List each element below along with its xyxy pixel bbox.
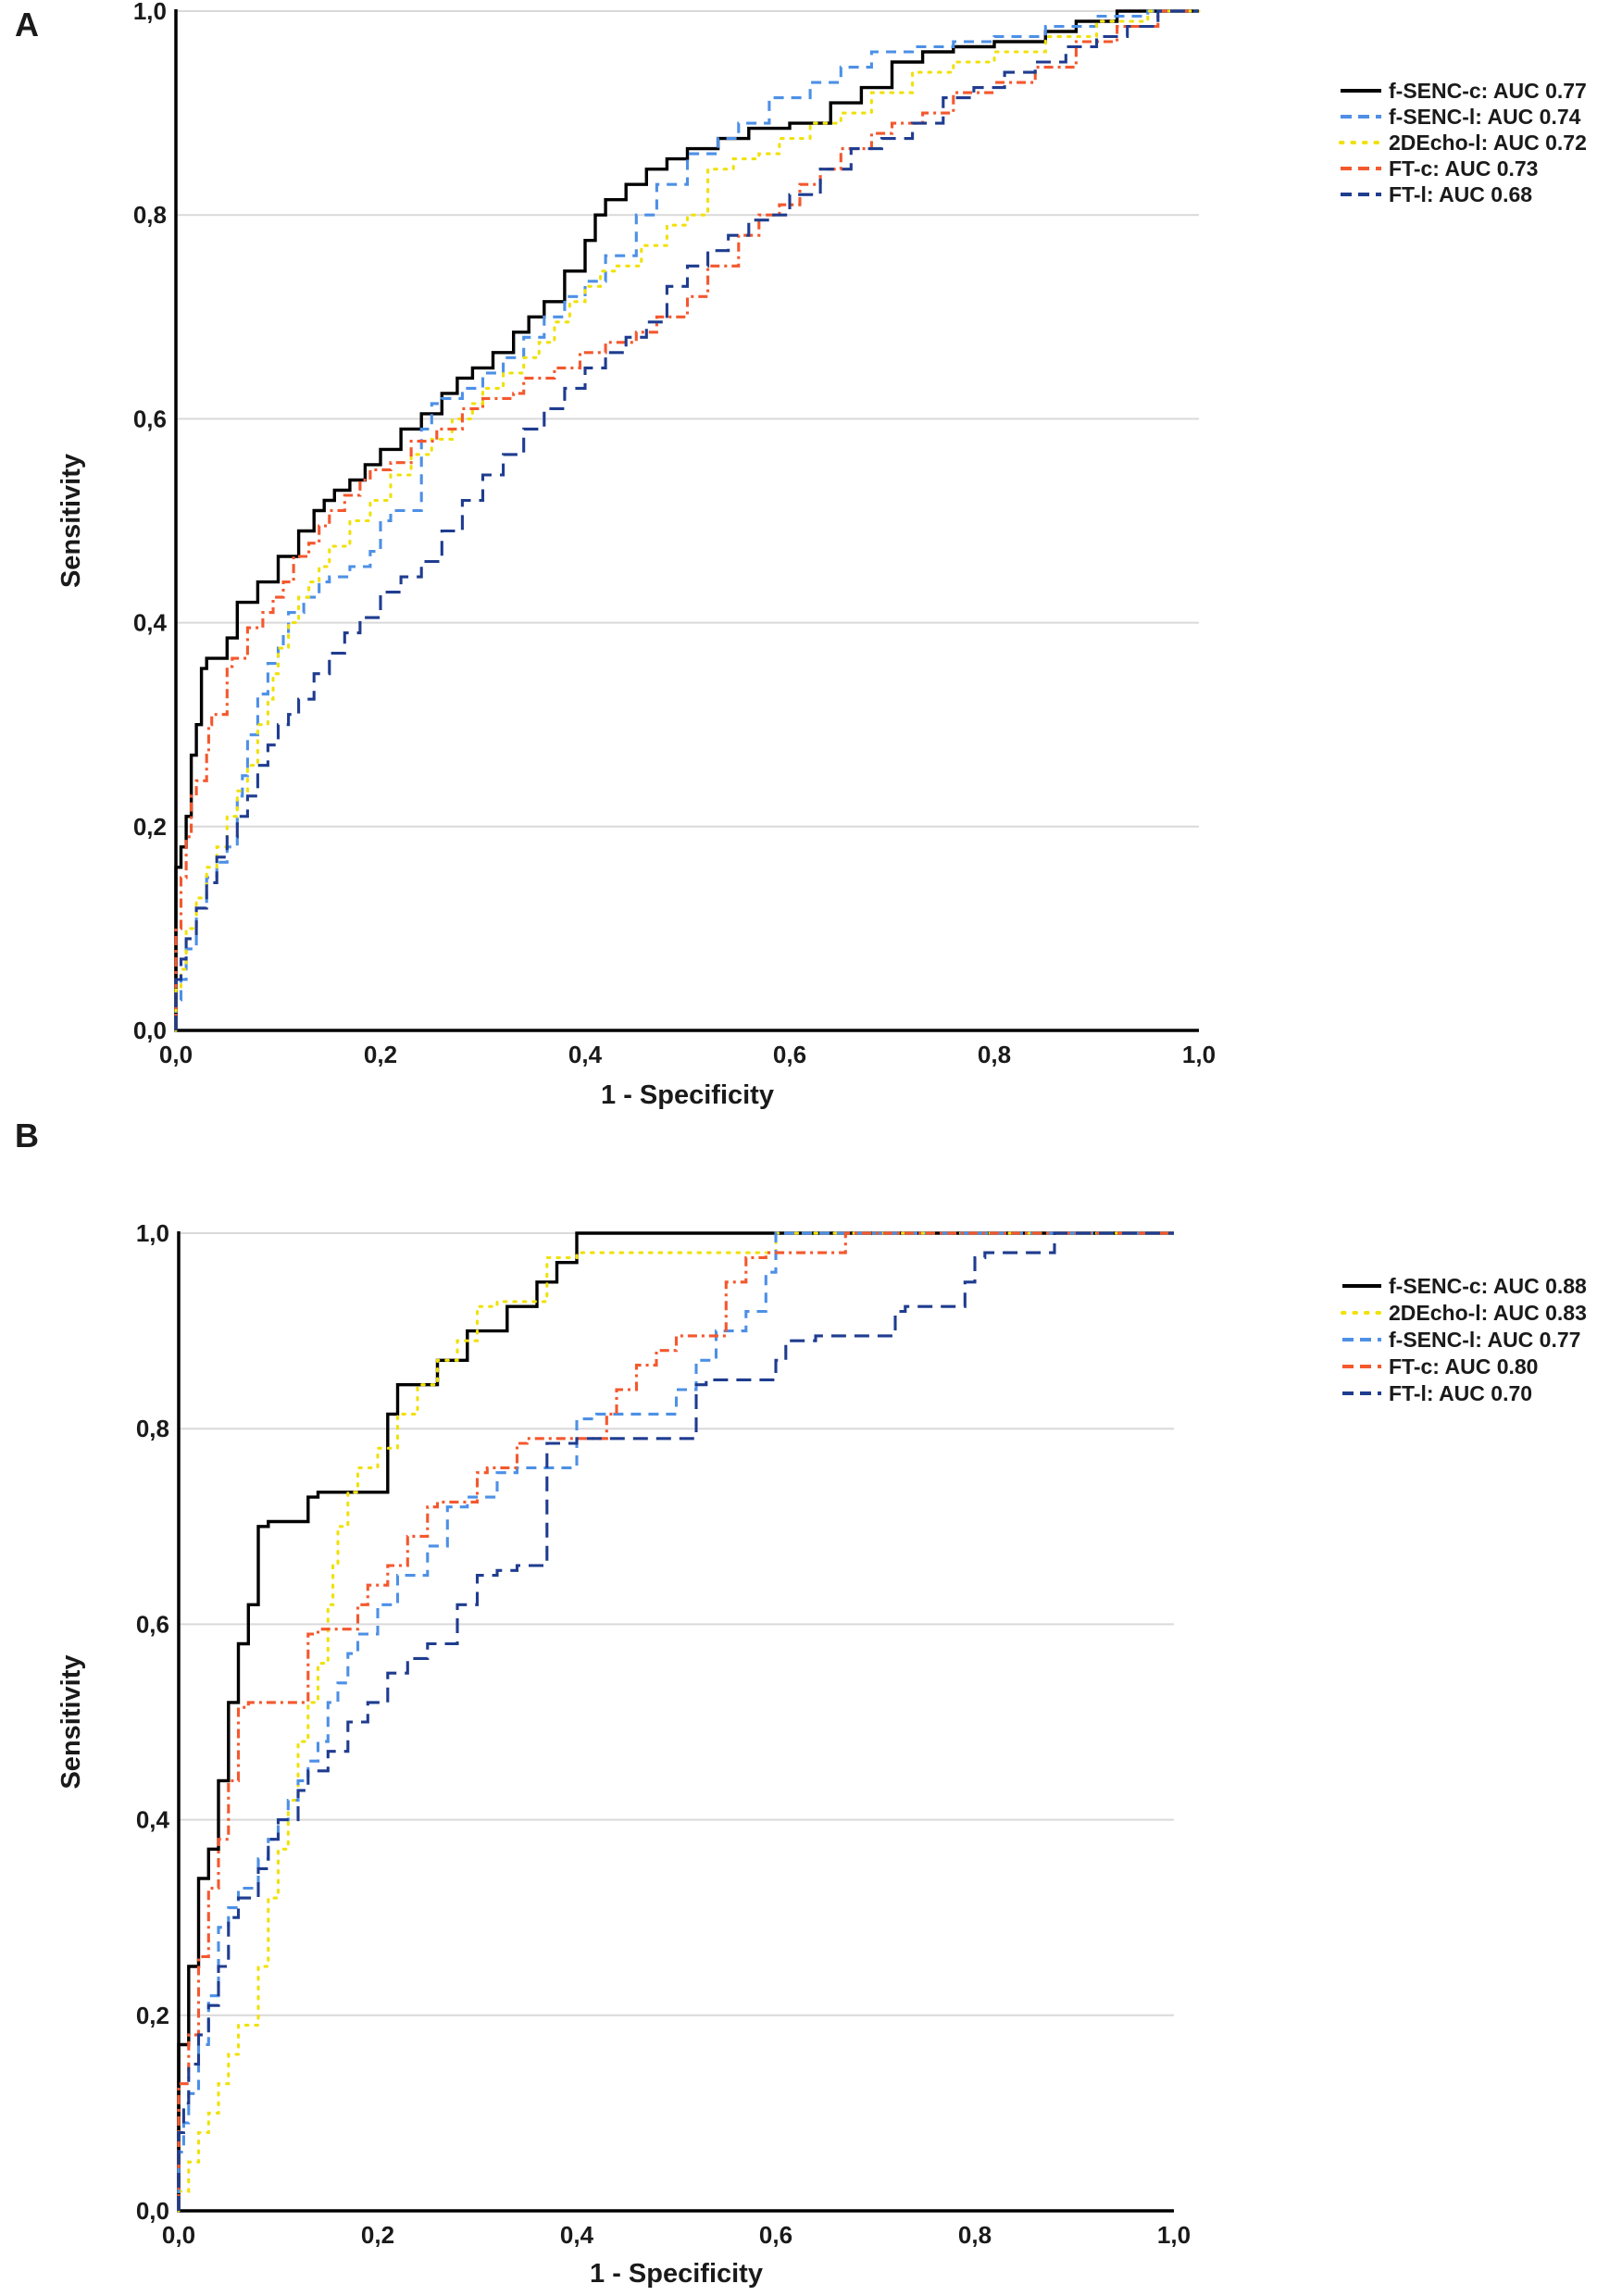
legend-label: f-SENC-c: AUC 0.77: [1389, 79, 1587, 103]
roc-curve-FT-l: [174, 9, 1199, 1030]
x-tick-label: 1,0: [1182, 1041, 1216, 1068]
y-axis-title: Sensitivity: [56, 454, 86, 588]
x-axis-title: 1 - Specificity: [601, 1080, 774, 1110]
y-tick-label: 0,8: [133, 201, 167, 229]
x-tick-label: 0,2: [361, 2221, 394, 2249]
legend-label: 2DEcho-l: AUC 0.72: [1389, 131, 1587, 155]
roc-curve-f-SENC-c: [174, 9, 1199, 1030]
x-tick-label: 0,2: [364, 1041, 397, 1068]
roc-curve-2DEcho-l: [174, 9, 1201, 1032]
legend-label: FT-c: AUC 0.80: [1389, 1354, 1538, 1379]
roc-curve-FT-l: [177, 1231, 1174, 2211]
roc-curve-f-SENC-c: [177, 1231, 1174, 2211]
legend-label: FT-l: AUC 0.70: [1389, 1381, 1532, 1405]
legend-label: f-SENC-c: AUC 0.88: [1389, 1274, 1587, 1298]
roc-curve-f-SENC-l: [177, 1231, 1174, 2211]
y-tick-label: 0,4: [133, 609, 168, 637]
legend-label: FT-l: AUC 0.68: [1389, 182, 1532, 206]
x-tick-label: 0,8: [978, 1041, 1011, 1068]
x-tick-label: 0,4: [568, 1041, 603, 1068]
legend-label: f-SENC-l: AUC 0.74: [1389, 105, 1581, 129]
x-tick-label: 0,4: [560, 2221, 594, 2249]
y-tick-label: 0,2: [136, 2002, 169, 2029]
y-tick-label: 0,6: [133, 405, 167, 432]
x-tick-label: 0,0: [159, 1041, 193, 1068]
roc-curve-f-SENC-l: [174, 9, 1199, 1030]
legend-label: FT-c: AUC 0.73: [1389, 156, 1538, 181]
y-tick-label: 0,0: [136, 2197, 169, 2225]
legend-label: 2DEcho-l: AUC 0.83: [1389, 1301, 1587, 1325]
y-tick-label: 0,4: [136, 1806, 170, 1834]
y-tick-label: 1,0: [133, 0, 167, 25]
y-tick-label: 0,0: [133, 1017, 167, 1044]
roc-curve-2DEcho-l: [177, 1231, 1176, 2213]
roc-chart-panel-a: 0,0 0,2 0,4 0,6 0,8 1,0 0,0 0,2 0,4 0,6 0,8 1,0 1 - …: [56, 0, 1587, 1110]
x-tick-label: 0,6: [773, 1041, 806, 1068]
y-axis-title: Sensitivity: [56, 1654, 86, 1789]
x-tick-label: 0,8: [958, 2221, 992, 2249]
y-tick-label: 1,0: [136, 1219, 169, 1247]
y-tick-label: 0,8: [136, 1415, 169, 1442]
x-tick-label: 0,6: [759, 2221, 792, 2249]
panel-b-label: B: [15, 1117, 40, 1154]
roc-chart-panel-b: 0,0 0,2 0,4 0,6 0,8 1,0 0,0 0,2 0,4 0,6 0,8 1,0 1 - …: [56, 1219, 1587, 2289]
panel-a-label: A: [15, 6, 40, 44]
roc-curve-FT-c: [177, 1231, 1174, 2211]
x-tick-label: 0,0: [162, 2221, 195, 2249]
x-axis-title: 1 - Specificity: [590, 2259, 763, 2289]
y-tick-label: 0,6: [136, 1610, 169, 1638]
legend-label: f-SENC-l: AUC 0.77: [1389, 1328, 1580, 1352]
roc-curve-FT-c: [174, 9, 1199, 1030]
x-tick-label: 1,0: [1157, 2221, 1191, 2249]
y-tick-label: 0,2: [133, 813, 167, 841]
